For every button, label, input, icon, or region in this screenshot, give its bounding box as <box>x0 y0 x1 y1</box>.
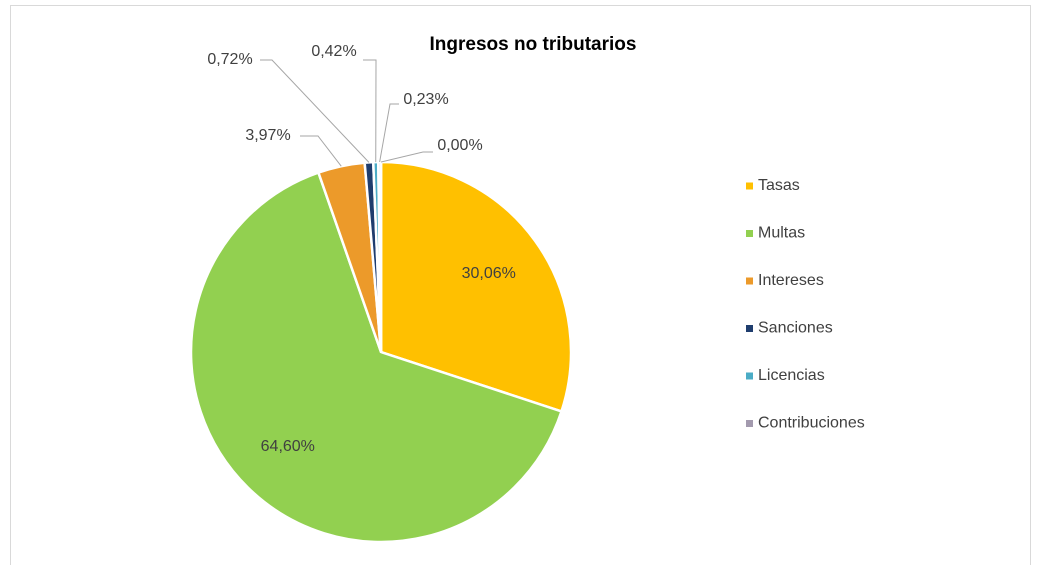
data-label: 0,42% <box>311 43 356 60</box>
legend-swatch <box>746 277 753 285</box>
data-label: 30,06% <box>462 265 516 282</box>
leader-line <box>363 59 377 163</box>
data-label: 0,23% <box>403 91 448 108</box>
leader-line <box>260 59 370 163</box>
legend-swatch <box>746 372 753 380</box>
pie-slice <box>189 171 564 544</box>
legend-label: Multas <box>758 225 805 242</box>
legend-swatch <box>746 325 753 332</box>
chart-frame <box>10 5 1031 565</box>
legend-label: Sanciones <box>758 320 833 337</box>
data-label: 64,60% <box>261 438 315 455</box>
leader-line <box>380 151 433 163</box>
data-label: 3,97% <box>245 127 290 144</box>
legend-label: Licencias <box>758 367 825 384</box>
data-label: 0,72% <box>207 51 252 68</box>
legend-label: Contribuciones <box>758 415 865 432</box>
data-label: 0,00% <box>437 137 482 154</box>
pie-slice <box>379 160 573 413</box>
legend-label: Intereses <box>758 272 824 289</box>
legend-swatch <box>746 230 753 237</box>
chart-title: Ingresos no tributarios <box>430 34 637 55</box>
legend-swatch <box>746 420 753 427</box>
legend-label: Tasas <box>758 177 800 194</box>
legend-swatch <box>746 182 753 190</box>
leader-line <box>379 103 399 163</box>
leader-line <box>300 135 342 167</box>
